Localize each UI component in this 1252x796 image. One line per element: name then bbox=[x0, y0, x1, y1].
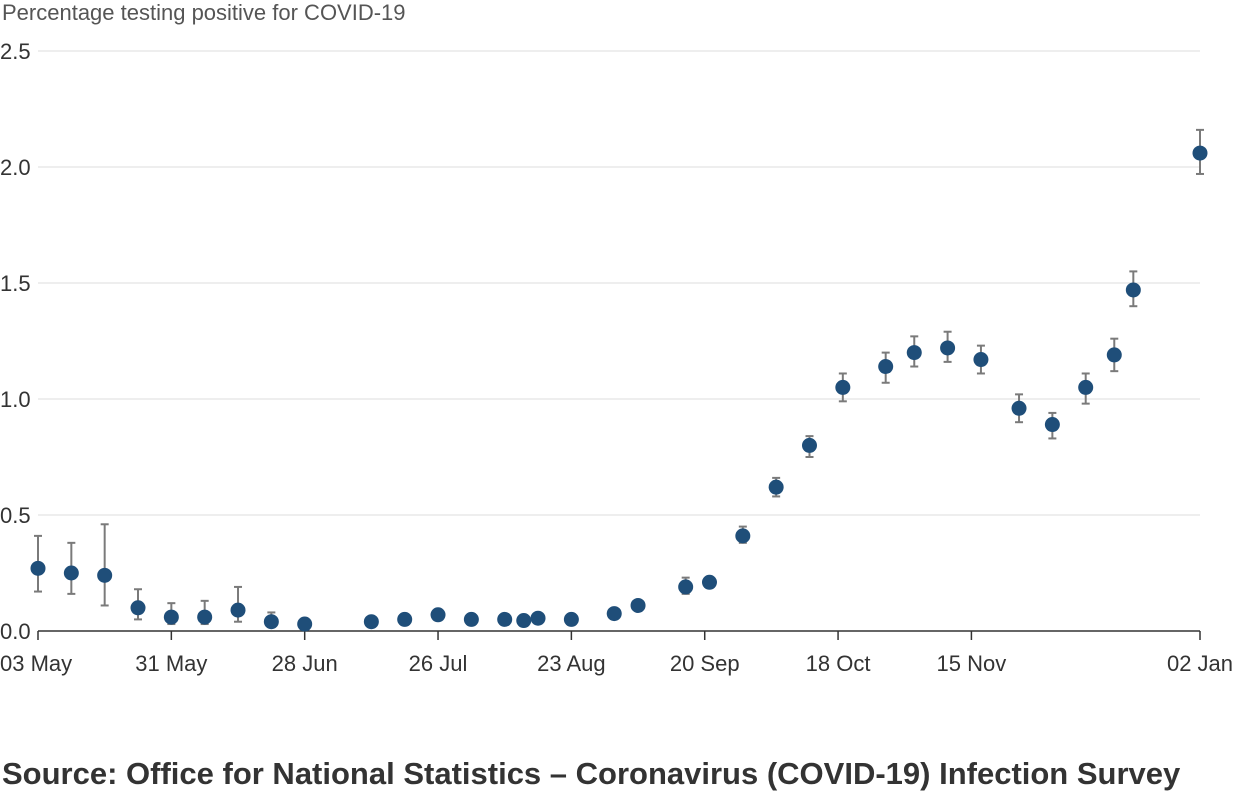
data-point bbox=[463, 611, 479, 627]
data-point bbox=[163, 609, 179, 625]
y-tick-label: 2.5 bbox=[0, 39, 31, 64]
data-point bbox=[606, 606, 622, 622]
data-point bbox=[940, 340, 956, 356]
y-tick-label: 2.0 bbox=[0, 155, 31, 180]
x-tick-label: 23 Aug bbox=[537, 651, 606, 676]
source-note: Source: Office for National Statistics –… bbox=[2, 756, 1181, 791]
x-tick-label: 18 Oct bbox=[806, 651, 871, 676]
y-tick-label: 1.0 bbox=[0, 387, 31, 412]
data-point bbox=[973, 352, 989, 368]
grid-lines bbox=[38, 50, 1200, 632]
data-point bbox=[397, 611, 413, 627]
y-axis-title: Percentage testing positive for COVID-19 bbox=[2, 0, 406, 25]
x-tick-label: 28 Jun bbox=[272, 651, 338, 676]
data-point bbox=[1078, 379, 1094, 395]
error-bars bbox=[34, 128, 1204, 628]
data-point bbox=[197, 609, 213, 625]
data-point bbox=[801, 437, 817, 453]
data-point bbox=[1044, 417, 1060, 433]
data-point bbox=[563, 611, 579, 627]
data-point bbox=[297, 616, 313, 632]
y-tick-label: 0.0 bbox=[0, 619, 31, 644]
data-point bbox=[768, 479, 784, 495]
data-points bbox=[30, 145, 1208, 632]
data-point bbox=[497, 611, 513, 627]
data-point bbox=[1125, 282, 1141, 298]
x-tick-label: 31 May bbox=[135, 651, 207, 676]
chart-plot: 0.0 0.5 1.0 1.5 2.0 2.5 03 May 31 May 28 Jun 26 … bbox=[0, 39, 1233, 676]
data-point bbox=[430, 607, 446, 623]
data-point bbox=[363, 614, 379, 630]
x-tick-label: 26 Jul bbox=[409, 651, 468, 676]
data-point bbox=[1192, 145, 1208, 161]
data-point bbox=[130, 600, 146, 616]
data-point bbox=[630, 597, 646, 613]
data-point bbox=[678, 579, 694, 595]
error-bar bbox=[100, 523, 109, 607]
x-tick-label: 03 May bbox=[0, 651, 72, 676]
data-point bbox=[1011, 400, 1027, 416]
y-tick-label: 1.5 bbox=[0, 271, 31, 296]
data-point bbox=[835, 379, 851, 395]
data-point bbox=[516, 613, 532, 629]
x-axis: 03 May 31 May 28 Jun 26 Jul 23 Aug 20 Sep 18 O… bbox=[0, 631, 1233, 676]
data-point bbox=[906, 345, 922, 361]
data-point bbox=[263, 614, 279, 630]
data-point bbox=[63, 565, 79, 581]
data-point bbox=[735, 528, 751, 544]
x-tick-label: 02 Jan bbox=[1167, 651, 1233, 676]
data-point bbox=[701, 574, 717, 590]
x-tick-label: 20 Sep bbox=[670, 651, 740, 676]
data-point bbox=[878, 359, 894, 375]
y-axis-ticks: 0.0 0.5 1.0 1.5 2.0 2.5 bbox=[0, 39, 31, 644]
y-tick-label: 0.5 bbox=[0, 503, 31, 528]
x-tick-label: 15 Nov bbox=[937, 651, 1007, 676]
data-point bbox=[530, 610, 546, 626]
data-point bbox=[97, 567, 113, 583]
data-point bbox=[30, 560, 46, 576]
data-point bbox=[230, 602, 246, 618]
data-point bbox=[1106, 347, 1122, 363]
